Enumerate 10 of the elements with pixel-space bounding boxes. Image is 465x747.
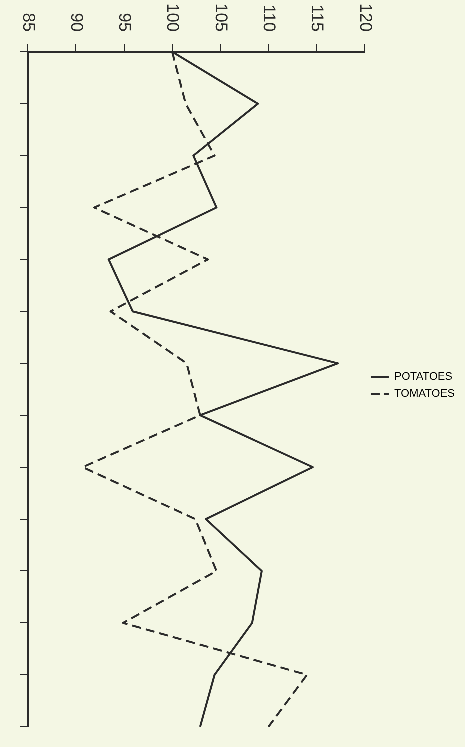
legend-label: POTATOES [394,371,453,384]
x-tick-label: 95 [116,13,135,32]
x-tick-label: 120 [356,4,376,32]
x-tick-label: 105 [212,4,231,32]
x-tick-label: 85 [19,13,38,32]
x-tick-label: 100 [164,4,183,32]
x-tick-label: 110 [260,4,280,32]
legend-label: TOMATOES [394,388,456,400]
x-tick-label: 115 [308,4,328,32]
x-tick-label: 90 [67,13,86,32]
